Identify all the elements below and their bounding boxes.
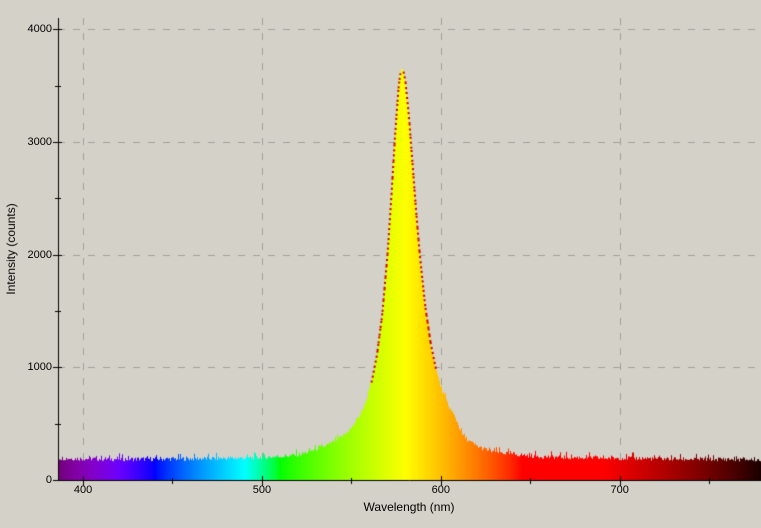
x-axis-tick-label: 400 [73, 484, 93, 496]
y-axis-tick-label: 2000 [27, 248, 52, 261]
x-axis-tick-label: 600 [431, 484, 450, 496]
y-axis-tick-label: 0 [45, 474, 52, 486]
x-axis-title: Wavelength (nm) [363, 500, 455, 514]
x-axis-tick-label: 500 [252, 484, 272, 496]
y-axis-tick-label: 1000 [27, 361, 52, 374]
x-axis-tick-label: 700 [610, 484, 629, 496]
y-axis-tick-label: 3000 [27, 135, 52, 148]
y-axis-tick-label: 4000 [27, 23, 52, 36]
